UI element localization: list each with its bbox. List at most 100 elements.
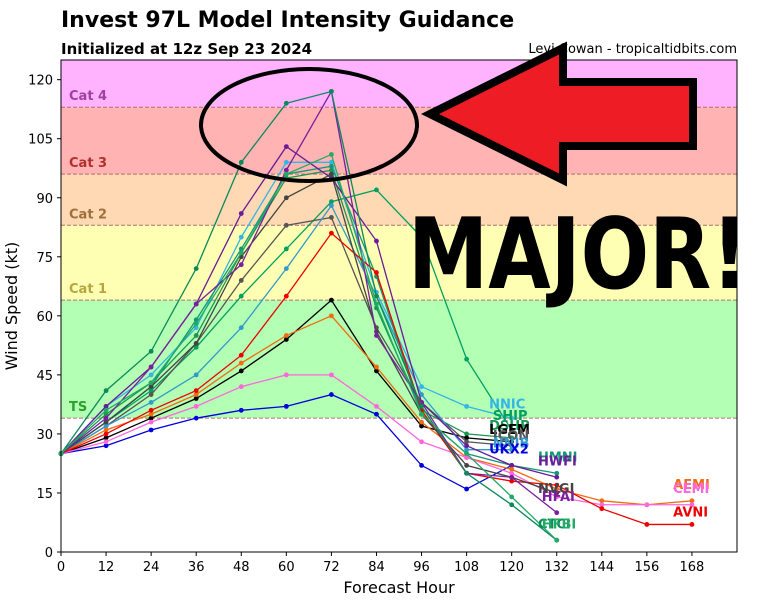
- data-point-nnic: [464, 403, 469, 409]
- data-point-ctci: [509, 502, 515, 508]
- axes: 0 12 24 36 48 60 72 84 96 108 120 132 144 156 168 0 15 30…: [28, 59, 738, 575]
- series-line-hfai: [60, 89, 558, 514]
- data-point-avni: [689, 522, 695, 527]
- data-point-avni: [554, 482, 560, 488]
- data-point-hfbi: [374, 301, 379, 307]
- data-point-avni: [329, 230, 334, 236]
- x-tick-label: 72: [323, 560, 340, 575]
- data-point-nnib: [238, 325, 244, 331]
- data-point-ship: [509, 427, 515, 433]
- data-point-icon: [238, 278, 244, 283]
- data-point-dshp: [103, 411, 109, 417]
- data-point-ukx2: [103, 443, 109, 449]
- y-axis-label: Wind Speed (kt): [2, 242, 21, 371]
- band-label: Cat 4: [69, 89, 107, 104]
- data-point-ship: [464, 356, 469, 362]
- data-point-nnic: [329, 159, 334, 165]
- data-point-aemi: [509, 466, 515, 472]
- data-point-lgem: [329, 297, 334, 303]
- data-point-hfai: [193, 301, 199, 307]
- data-point-hfbi: [103, 407, 109, 413]
- data-point-avni: [148, 407, 154, 413]
- data-point-hfai: [374, 333, 379, 338]
- data-point-nnic: [238, 234, 244, 240]
- data-point-cemi: [509, 470, 515, 476]
- data-point-hfbi: [554, 537, 560, 543]
- model-label-nnic: NNIC: [489, 397, 525, 412]
- data-point-ctci: [374, 293, 379, 299]
- data-point-lgem: [464, 435, 469, 441]
- data-point-avni: [238, 352, 244, 358]
- data-point-hfai: [509, 474, 515, 480]
- data-point-cemi: [329, 372, 334, 378]
- model-label-cemi: CEMI: [673, 482, 709, 497]
- y-tick-label: 0: [45, 546, 53, 561]
- x-tick-label: 108: [454, 560, 479, 575]
- model-label-aemi: AEMI: [673, 478, 710, 493]
- data-point-ukx2: [148, 427, 154, 433]
- data-point-ctci: [464, 470, 469, 476]
- band-cat-1: [61, 225, 737, 301]
- data-point-aemi: [374, 364, 379, 370]
- data-point-cemi: [464, 455, 469, 460]
- band-label: Cat 3: [69, 156, 107, 171]
- data-point-aemi: [689, 498, 695, 504]
- data-point-nnib: [193, 372, 199, 378]
- data-point-nvgi: [464, 463, 469, 468]
- data-point-lgem: [148, 415, 154, 421]
- data-point-hfbi: [148, 380, 154, 386]
- data-point-nvgi: [148, 384, 154, 390]
- data-point-icon: [464, 439, 469, 445]
- model-series: [58, 89, 695, 543]
- band-cat-2: [61, 174, 737, 226]
- data-point-ukx2: [238, 407, 244, 413]
- y-tick-label: 75: [36, 251, 53, 266]
- model-label-hfbi: HFBI: [542, 517, 577, 532]
- data-point-ctci: [419, 403, 424, 409]
- annotation-overlay: MAJOR!: [199, 41, 748, 312]
- chart-subtitle: Initialized at 12z Sep 23 2024: [61, 40, 313, 58]
- y-tick-label: 30: [36, 428, 53, 443]
- data-point-ctci: [103, 388, 109, 394]
- band-label: Cat 1: [69, 282, 107, 297]
- data-point-hwfi: [238, 211, 244, 216]
- data-point-lgem: [374, 368, 379, 374]
- data-point-hfbi: [329, 152, 334, 157]
- data-point-nnic: [283, 159, 289, 165]
- data-point-nnib: [103, 423, 109, 429]
- data-point-cemi: [193, 403, 199, 409]
- data-point-dshp: [464, 431, 469, 437]
- series-line-nvgi: [60, 173, 557, 494]
- x-tick-label: 120: [499, 560, 524, 575]
- data-point-nnib: [283, 266, 289, 272]
- data-point-nnic: [509, 415, 515, 421]
- data-point-nnic: [148, 372, 154, 378]
- data-point-cemi: [644, 502, 650, 508]
- data-point-cemi: [554, 494, 560, 500]
- data-point-aemi: [238, 360, 244, 366]
- data-point-ukx2: [419, 463, 424, 468]
- data-point-avni: [644, 522, 650, 527]
- y-tick-label: 60: [36, 310, 53, 325]
- model-label-ship: SHIP: [493, 409, 528, 424]
- model-label-nnib: NNIB: [493, 437, 530, 452]
- x-tick-label: 0: [57, 560, 65, 575]
- model-label-ukx2: UKX2: [489, 443, 529, 458]
- x-tick-label: 12: [98, 560, 115, 575]
- highlight-ellipse: [199, 67, 419, 183]
- data-point-cemi: [238, 384, 244, 390]
- major-annotation: MAJOR!: [408, 198, 748, 312]
- x-tick-label: 60: [278, 560, 295, 575]
- y-tick-label: 120: [28, 74, 53, 89]
- model-label-ctci: CTCI: [538, 517, 571, 532]
- data-point-ctci: [193, 266, 199, 272]
- data-point-nvgi: [283, 195, 289, 201]
- data-point-dshp: [193, 333, 199, 338]
- series-line-hfbi: [60, 153, 558, 541]
- data-point-avni: [103, 431, 109, 437]
- model-label-hmni: HMNI: [538, 450, 578, 465]
- data-point-hfai: [238, 262, 244, 268]
- data-point-avni: [193, 388, 199, 394]
- data-point-ctci: [238, 159, 244, 165]
- model-label-avni: AVNI: [673, 506, 708, 521]
